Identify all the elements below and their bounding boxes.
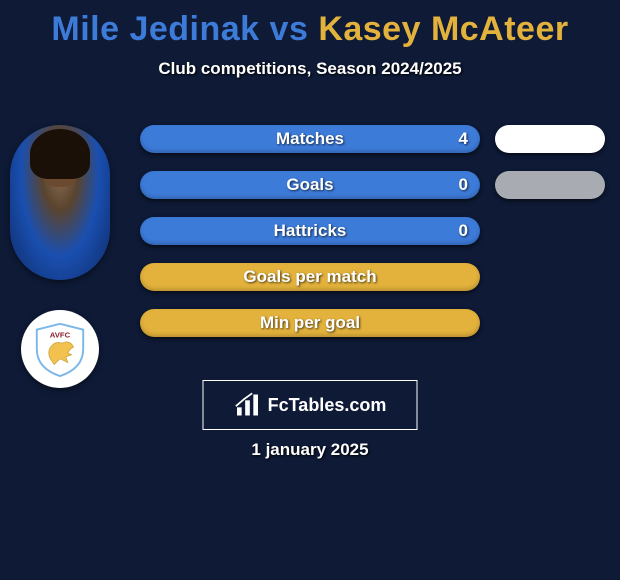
left-column: AVFC [10, 125, 110, 388]
player-a-name: Mile Jedinak [51, 10, 259, 48]
site-name: FcTables.com [268, 395, 387, 416]
badge-text: AVFC [50, 330, 71, 339]
site-watermark: FcTables.com [203, 380, 418, 430]
stat-bar-goals: Goals 0 [140, 171, 480, 199]
vs-separator: vs [260, 10, 319, 48]
player-a-photo [10, 125, 110, 280]
stat-bar-min-per-goal: Min per goal [140, 309, 480, 337]
club-badge-avfc: AVFC [21, 310, 99, 388]
player-b-pill-goals [495, 171, 605, 199]
stat-bar-matches: Matches 4 [140, 125, 480, 153]
stat-label: Matches [276, 129, 344, 149]
stat-label: Goals per match [243, 267, 376, 287]
stat-value: 0 [459, 175, 468, 195]
date-text: 1 january 2025 [0, 440, 620, 460]
player-b-name: Kasey McAteer [318, 10, 568, 48]
player-b-pills [495, 125, 605, 337]
stat-bar-goals-per-match: Goals per match [140, 263, 480, 291]
bar-chart-icon [234, 391, 262, 419]
stat-label: Hattricks [274, 221, 347, 241]
stat-bar-hattricks: Hattricks 0 [140, 217, 480, 245]
stat-label: Min per goal [260, 313, 360, 333]
stat-label: Goals [286, 175, 333, 195]
comparison-title: Mile Jedinak vs Kasey McAteer [0, 0, 620, 49]
subtitle: Club competitions, Season 2024/2025 [0, 59, 620, 79]
stat-value: 4 [459, 129, 468, 149]
stat-bars: Matches 4 Goals 0 Hattricks 0 Goals per match M… [140, 125, 480, 337]
player-b-pill-matches [495, 125, 605, 153]
shield-icon: AVFC [31, 320, 89, 378]
stat-value: 0 [459, 221, 468, 241]
